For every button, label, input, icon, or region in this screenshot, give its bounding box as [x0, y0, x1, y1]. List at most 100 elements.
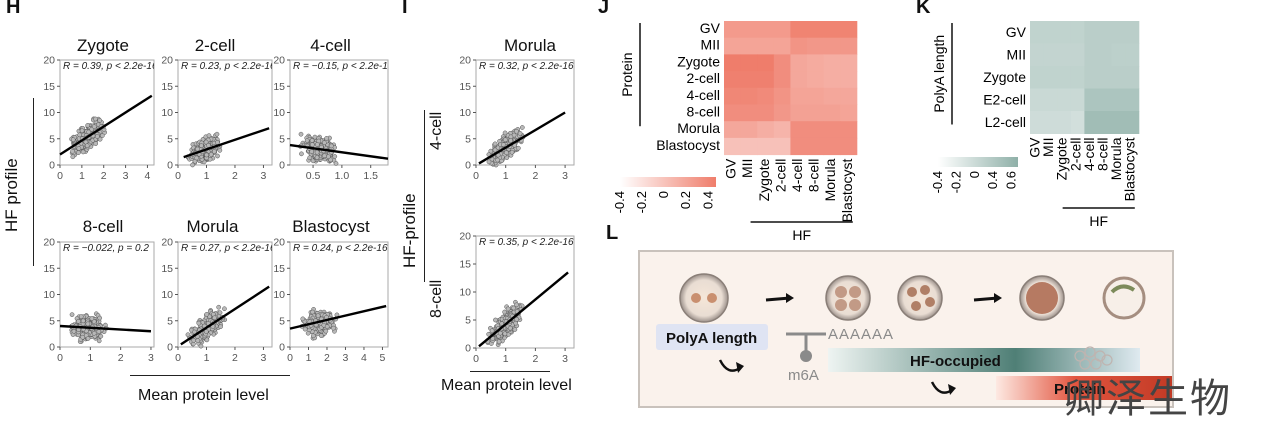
h-title-morula: Morula	[186, 217, 239, 236]
heatmap-cell	[840, 71, 858, 89]
embryo-blastocyst-icon	[1102, 276, 1146, 320]
data-point	[69, 312, 75, 317]
data-point	[298, 131, 304, 137]
data-point	[493, 317, 498, 323]
data-point	[309, 142, 315, 148]
heatmap-cell	[807, 104, 825, 122]
heatmap-cell	[1125, 66, 1140, 89]
j-heatmap-svg: GVMIIZygote2-cell4-cell8-cellMorulaBlast…	[612, 20, 858, 243]
data-point	[86, 129, 92, 135]
scatter-plot-4: 0 5 10 15 20 0 1 2 3 R = 0.27, p < 2.2e-16	[161, 237, 276, 364]
watermark-text: 卿泽生物	[1064, 376, 1232, 422]
heatmap-cell	[1070, 43, 1085, 67]
heatmap-cell	[1098, 66, 1113, 89]
data-point	[211, 149, 217, 154]
x-tick-label: 4	[145, 170, 151, 182]
stat-annotation: R = 0.27, p < 2.2e-16	[181, 243, 276, 254]
heatmap-cell	[724, 87, 742, 105]
data-point	[304, 138, 310, 143]
data-point	[492, 147, 498, 153]
data-point	[203, 329, 209, 334]
heatmap-cell	[740, 87, 758, 105]
arrow-icon	[765, 293, 794, 303]
y-tick-label: 15	[161, 81, 173, 93]
scatter-plot-6: 0 5 10 15 20 0 1 2 3 R = 0.32, p < 2.2e-16	[459, 55, 575, 182]
heatmap-cell	[1057, 43, 1072, 67]
data-point	[100, 133, 105, 138]
row-label: L2-cell	[985, 114, 1026, 130]
x-tick-label: 0	[473, 170, 479, 182]
heatmap-j: GVMIIZygote2-cell4-cell8-cellMorulaBlast…	[612, 20, 858, 243]
col-label: MII	[1040, 138, 1056, 157]
data-point	[196, 320, 202, 326]
heatmap-cell	[740, 137, 758, 156]
data-point	[77, 132, 83, 138]
panel-letter-i: I	[402, 0, 408, 18]
data-point	[96, 329, 102, 334]
data-point	[492, 141, 498, 147]
data-point	[486, 159, 492, 165]
colorbar-tick-label: 0.4	[700, 191, 715, 209]
data-point	[331, 325, 336, 331]
heatmap-cell	[724, 71, 742, 89]
x-tick-label: 1	[503, 170, 509, 182]
y-tick-label: 5	[49, 133, 55, 145]
l-diagram-box: PolyA length AAAAAA m6A HF-occupied Prot…	[638, 250, 1174, 408]
data-point	[80, 334, 86, 340]
heatmap-cell	[823, 104, 841, 122]
data-point	[332, 154, 338, 159]
y-tick-label: 0	[279, 342, 285, 354]
heatmap-cell	[740, 54, 758, 72]
heatmap-cell	[773, 71, 791, 89]
row-label: E2-cell	[983, 92, 1026, 108]
heatmap-cell	[1111, 21, 1126, 44]
data-point	[318, 333, 324, 338]
heatmap-cell	[1098, 21, 1113, 44]
y-tick-label: 0	[167, 342, 173, 354]
heatmap-cell	[790, 87, 808, 105]
data-point	[508, 138, 514, 143]
data-point	[80, 149, 86, 155]
data-point	[96, 338, 102, 344]
colorbar-tick-label: -0.2	[948, 171, 963, 193]
data-point	[314, 142, 320, 147]
y-tick-label: 10	[459, 107, 471, 119]
y-tick-label: 10	[43, 289, 55, 301]
heatmap-cell	[790, 71, 808, 89]
data-point	[322, 153, 327, 159]
y-tick-label: 20	[43, 55, 55, 67]
colorbar-tick-label: 0.4	[985, 171, 1000, 189]
heatmap-cell	[790, 121, 808, 139]
data-point	[495, 157, 500, 163]
x-tick-label: 1	[204, 170, 210, 182]
data-point	[310, 333, 316, 339]
stat-annotation: R = 0.39, p < 2.2e-16	[63, 61, 158, 72]
y-tick-label: 5	[279, 133, 285, 145]
protein-label: Protein	[1054, 381, 1106, 398]
protein-bar	[996, 376, 1172, 400]
heatmap-cell	[757, 37, 775, 55]
x-tick-label: 2	[532, 353, 538, 365]
data-point	[328, 157, 334, 163]
y-tick-label: 5	[49, 315, 55, 327]
x-tick-label: 3	[343, 352, 349, 364]
y-tick-label: 15	[43, 263, 55, 275]
x-tick-label: 1.0	[335, 170, 350, 182]
y-tick-label: 10	[161, 289, 173, 301]
heatmap-cell	[840, 104, 858, 122]
h-title-2cell: 2-cell	[194, 36, 236, 55]
y-tick-label: 0	[279, 160, 285, 172]
x-tick-label: 2	[232, 170, 238, 182]
data-point	[503, 150, 509, 156]
plot-frame	[289, 59, 389, 166]
heatmap-cell	[724, 121, 742, 139]
heatmap-cell	[757, 71, 775, 89]
h-title-4cell: 4-cell	[310, 36, 351, 55]
y-tick-label: 0	[465, 343, 471, 355]
heatmap-cell	[1070, 21, 1085, 44]
data-point	[214, 131, 220, 137]
data-point	[325, 154, 331, 160]
data-point	[507, 325, 513, 331]
col-label: Blastocyst	[1122, 137, 1138, 201]
